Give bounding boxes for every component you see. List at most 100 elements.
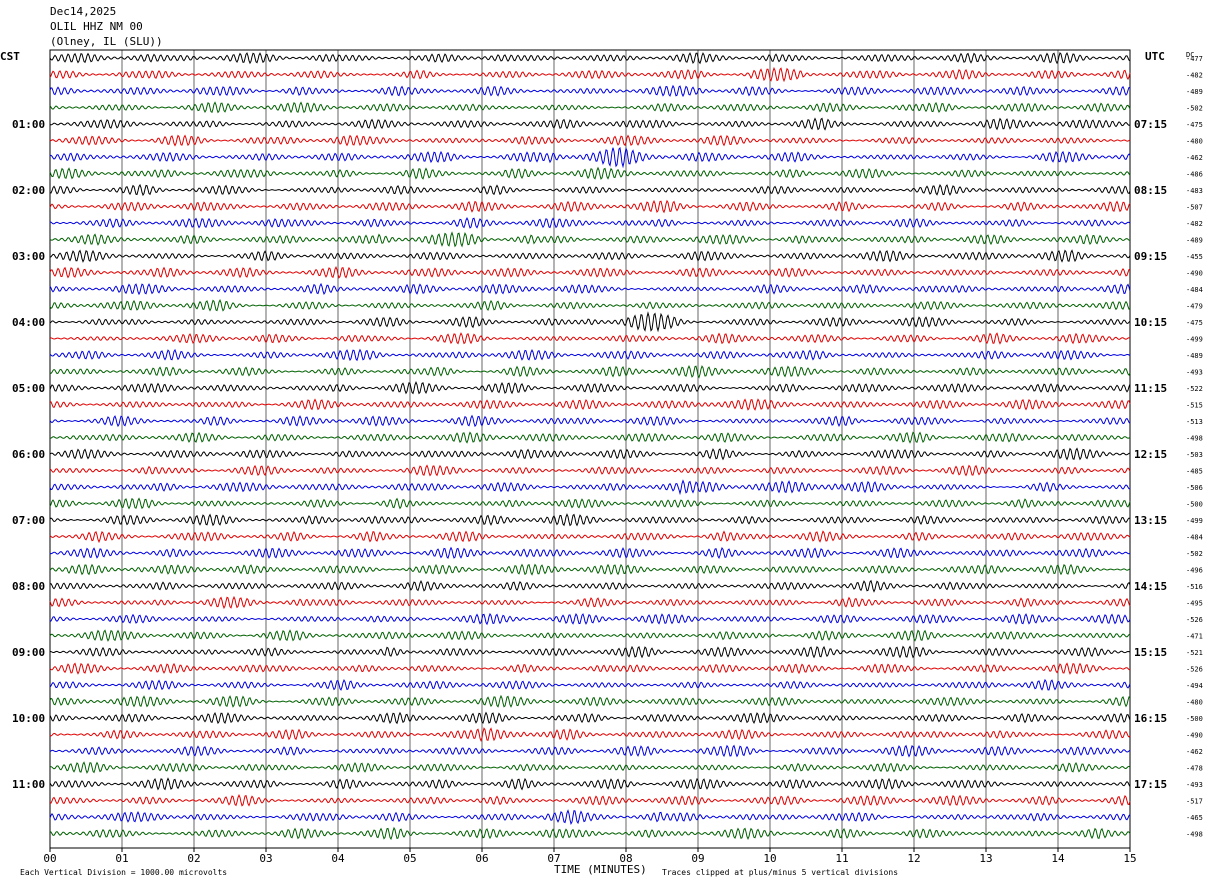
x-tick-label: 09 bbox=[691, 852, 704, 865]
dc-offset-label: -484 bbox=[1186, 286, 1203, 294]
cst-hour-label: 10:00 bbox=[12, 712, 45, 725]
trace-row bbox=[49, 398, 1131, 411]
trace-row bbox=[49, 348, 1131, 362]
dc-offset-labels: -477 -482 -489 -502 -475 -480 -462 -486 -483 -507… bbox=[1186, 55, 1203, 839]
dc-offset-label: -507 bbox=[1186, 204, 1203, 212]
dc-offset-label: -495 bbox=[1186, 600, 1203, 608]
x-tick-label: 03 bbox=[259, 852, 272, 865]
x-tick-label: 15 bbox=[1123, 852, 1136, 865]
dc-offset-label: -515 bbox=[1186, 402, 1203, 410]
cst-hour-label: 01:00 bbox=[12, 118, 45, 131]
dc-offset-label: -489 bbox=[1186, 237, 1203, 245]
trace-row bbox=[49, 265, 1131, 279]
dc-offset-label: -480 bbox=[1186, 699, 1203, 707]
trace-row bbox=[49, 678, 1131, 691]
trace-row bbox=[49, 282, 1131, 296]
trace-row bbox=[49, 447, 1131, 461]
dc-offset-label: -462 bbox=[1186, 154, 1203, 162]
dc-offset-label: -475 bbox=[1186, 319, 1203, 327]
trace-row bbox=[49, 51, 1131, 65]
x-tick-label: 11 bbox=[835, 852, 848, 865]
x-tick-label: 05 bbox=[403, 852, 416, 865]
x-tick-label: 04 bbox=[331, 852, 345, 865]
x-axis-label: TIME (MINUTES) bbox=[554, 863, 647, 876]
trace-row bbox=[49, 216, 1131, 229]
dc-offset-label: -496 bbox=[1186, 567, 1203, 575]
trace-row bbox=[49, 231, 1131, 248]
seismic-traces bbox=[49, 51, 1131, 841]
trace-row bbox=[49, 66, 1131, 83]
cst-hour-label: 06:00 bbox=[12, 448, 45, 461]
dc-offset-label: -475 bbox=[1186, 121, 1203, 129]
trace-row bbox=[49, 546, 1131, 560]
utc-hour-label: 09:15 bbox=[1134, 250, 1167, 263]
x-tick-label: 08 bbox=[619, 852, 632, 865]
trace-row bbox=[49, 809, 1131, 825]
utc-hour-label: 14:15 bbox=[1134, 580, 1167, 593]
trace-row bbox=[49, 183, 1131, 197]
dc-offset-label: -500 bbox=[1186, 715, 1203, 723]
trace-row bbox=[49, 332, 1131, 345]
x-tick-label: 07 bbox=[547, 852, 560, 865]
dc-offset-label: -477 bbox=[1186, 55, 1203, 63]
location-label: (Olney, IL (SLU)) bbox=[50, 35, 163, 48]
dc-offset-label: -490 bbox=[1186, 732, 1203, 740]
dc-offset-label: -489 bbox=[1186, 88, 1203, 96]
x-tick-label: 10 bbox=[763, 852, 776, 865]
trace-row bbox=[49, 826, 1131, 841]
dc-offset-label: -526 bbox=[1186, 616, 1203, 624]
date-label: Dec14,2025 bbox=[50, 5, 116, 18]
dc-offset-label: -479 bbox=[1186, 303, 1203, 311]
trace-row bbox=[49, 414, 1131, 428]
trace-row bbox=[49, 595, 1131, 610]
dc-header-label: DC bbox=[1186, 51, 1194, 59]
trace-row bbox=[49, 146, 1131, 169]
cst-hour-label: 08:00 bbox=[12, 580, 45, 593]
dc-offset-label: -506 bbox=[1186, 484, 1203, 492]
utc-hour-label: 07:15 bbox=[1134, 118, 1167, 131]
plot-frame bbox=[49, 49, 1131, 849]
dc-offset-label: -522 bbox=[1186, 385, 1203, 393]
dc-offset-label: -485 bbox=[1186, 468, 1203, 476]
trace-row bbox=[49, 727, 1131, 742]
trace-row bbox=[49, 645, 1131, 659]
trace-row bbox=[49, 612, 1131, 626]
trace-row bbox=[49, 777, 1131, 791]
trace-row bbox=[49, 513, 1131, 527]
time-grid bbox=[49, 49, 1131, 849]
dc-offset-label: -513 bbox=[1186, 418, 1203, 426]
utc-hour-labels: 07:15 08:15 09:15 10:15 11:15 12:15 13:15 14:15… bbox=[1134, 118, 1167, 791]
cst-hour-labels: 01:00 02:00 03:00 04:00 05:00 06:00 07:00 08:00… bbox=[12, 118, 45, 791]
trace-row bbox=[49, 530, 1131, 544]
dc-offset-label: -486 bbox=[1186, 171, 1203, 179]
trace-row bbox=[49, 694, 1131, 708]
dc-offset-label: -500 bbox=[1186, 501, 1203, 509]
dc-offset-label: -517 bbox=[1186, 798, 1203, 806]
trace-row bbox=[49, 711, 1131, 725]
trace-row bbox=[49, 479, 1130, 496]
trace-row bbox=[49, 299, 1131, 312]
dc-offset-label: -462 bbox=[1186, 748, 1203, 756]
dc-offset-label: -482 bbox=[1186, 72, 1203, 80]
dc-offset-label: -471 bbox=[1186, 633, 1203, 641]
dc-offset-label: -478 bbox=[1186, 765, 1203, 773]
x-tick-label: 02 bbox=[187, 852, 200, 865]
trace-row bbox=[49, 431, 1131, 444]
dc-offset-label: -521 bbox=[1186, 649, 1203, 657]
trace-row bbox=[49, 793, 1131, 807]
trace-row bbox=[49, 761, 1131, 774]
x-tick-label: 06 bbox=[475, 852, 488, 865]
dc-offset-label: -516 bbox=[1186, 583, 1203, 591]
dc-offset-label: -493 bbox=[1186, 369, 1203, 377]
cst-hour-label: 05:00 bbox=[12, 382, 45, 395]
trace-row bbox=[49, 84, 1131, 98]
trace-row bbox=[49, 629, 1131, 642]
trace-row bbox=[49, 744, 1131, 758]
trace-row bbox=[49, 579, 1131, 593]
utc-hour-label: 08:15 bbox=[1134, 184, 1167, 197]
dc-offset-label: -482 bbox=[1186, 220, 1203, 228]
utc-hour-label: 16:15 bbox=[1134, 712, 1167, 725]
cst-hour-label: 07:00 bbox=[12, 514, 45, 527]
dc-offset-label: -503 bbox=[1186, 451, 1203, 459]
cst-hour-label: 11:00 bbox=[12, 778, 45, 791]
